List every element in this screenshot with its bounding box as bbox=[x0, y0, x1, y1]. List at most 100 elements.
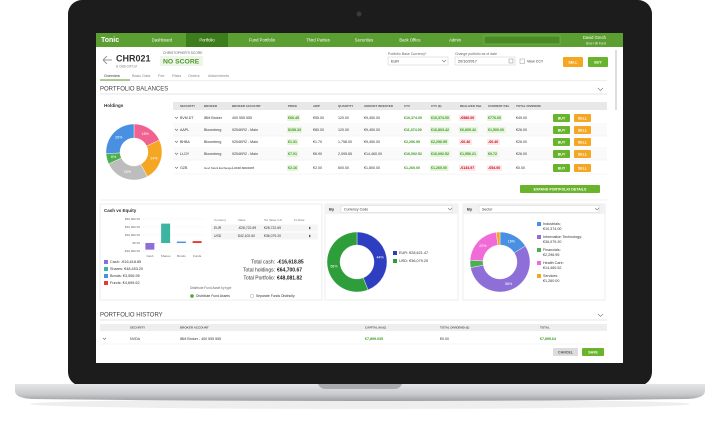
button[interactable] bbox=[553, 348, 578, 356]
tab[interactable]: Basic Data bbox=[132, 74, 151, 78]
table-cell: €14,460.00 bbox=[364, 152, 382, 156]
table-cell: EUR bbox=[214, 226, 222, 230]
button[interactable] bbox=[553, 164, 570, 172]
button[interactable] bbox=[588, 57, 608, 67]
user-name: David Grech bbox=[583, 35, 607, 40]
table-cell: €776.00 bbox=[488, 116, 501, 120]
value-badge bbox=[430, 151, 451, 157]
button-label[interactable]: BUY bbox=[558, 116, 566, 120]
table-cell: €7,899.64 bbox=[540, 337, 556, 341]
button-label[interactable]: SELL bbox=[578, 140, 588, 144]
legend-swatch bbox=[393, 259, 397, 263]
column-header: Tot Value in € bbox=[264, 218, 282, 222]
legend-swatch bbox=[104, 274, 108, 278]
select[interactable] bbox=[478, 205, 600, 213]
search-box[interactable] bbox=[483, 35, 561, 45]
donut-slice bbox=[105, 123, 135, 154]
button[interactable] bbox=[582, 348, 604, 356]
value-badge bbox=[459, 115, 476, 121]
tab[interactable]: Attachments bbox=[208, 74, 229, 78]
table-cell: €7.01 bbox=[288, 152, 297, 156]
table-cell: €1.70 bbox=[313, 140, 322, 144]
column-header: CTV bbox=[404, 104, 410, 108]
chevron bbox=[441, 59, 447, 63]
button[interactable] bbox=[520, 185, 600, 193]
button[interactable] bbox=[553, 114, 570, 122]
button-label[interactable]: BUY bbox=[558, 128, 566, 132]
button-label[interactable]: SELL bbox=[568, 60, 578, 64]
button-label[interactable]: SELL bbox=[578, 128, 588, 132]
score-label: CHRISTOPHER'S SCORE bbox=[163, 51, 203, 55]
table-cell: €36,079.20 bbox=[264, 234, 281, 238]
select[interactable] bbox=[387, 56, 449, 66]
legend-value: €2,296.95 bbox=[543, 253, 559, 257]
table-cell: -€134.97 bbox=[460, 166, 474, 170]
donut-slice bbox=[496, 231, 501, 246]
nav-tab[interactable]: Back Office bbox=[399, 37, 421, 42]
nav-tab[interactable]: Securities bbox=[355, 37, 373, 42]
nav-tab[interactable]: Portfolio bbox=[199, 37, 215, 42]
button[interactable] bbox=[553, 150, 570, 158]
button[interactable] bbox=[574, 138, 591, 146]
button-label[interactable]: BUY bbox=[558, 152, 566, 156]
value-badge bbox=[430, 165, 449, 171]
button-label[interactable]: SELL bbox=[578, 116, 588, 120]
button-label[interactable]: BUY bbox=[594, 60, 602, 64]
tab[interactable]: Orders bbox=[188, 74, 200, 78]
button-label[interactable]: SAVE bbox=[588, 350, 598, 354]
button[interactable] bbox=[574, 164, 591, 172]
legend-label: Financials: bbox=[543, 248, 561, 252]
table-cell: €0.00 bbox=[440, 337, 449, 341]
panel-title: By bbox=[467, 206, 473, 211]
logo: Tonic bbox=[101, 37, 119, 44]
button-label[interactable]: EXPAND PORTFOLIO DETAILS bbox=[534, 187, 587, 191]
radio[interactable] bbox=[249, 294, 254, 299]
tab[interactable]: Overview bbox=[104, 74, 120, 78]
column-header: Fx Rate bbox=[294, 218, 305, 222]
button[interactable] bbox=[574, 126, 591, 134]
panel-title: Cash vs Equity bbox=[104, 208, 137, 213]
checkbox[interactable] bbox=[519, 58, 525, 64]
button-label[interactable]: BUY bbox=[558, 140, 566, 144]
table-cell: €6,805.42 bbox=[460, 128, 476, 132]
button[interactable] bbox=[574, 114, 591, 122]
button-label[interactable]: SELL bbox=[578, 152, 588, 156]
column-header: TOTAL DIVIDEND bbox=[516, 104, 542, 108]
tab[interactable]: Fee bbox=[158, 74, 165, 78]
nav-tab[interactable]: Third Parties bbox=[306, 37, 330, 42]
button-label[interactable]: BUY bbox=[558, 166, 566, 170]
table-cell: 1,758.00 bbox=[338, 140, 352, 144]
radio-label[interactable]: Distribute Fund Assets bbox=[196, 294, 230, 298]
column-header: SECURITY bbox=[130, 325, 145, 329]
table-cell: Govt Stock Exchange bbox=[204, 166, 232, 170]
slice-label: 26% bbox=[115, 136, 123, 140]
chevron bbox=[597, 87, 604, 91]
x-tick-label: Cash bbox=[146, 254, 153, 258]
tab[interactable]: Risks bbox=[172, 74, 181, 78]
button[interactable] bbox=[553, 138, 570, 146]
radio-label[interactable]: Separate Funds Distinctly bbox=[256, 294, 295, 298]
value-badge bbox=[430, 139, 449, 145]
row-chevron bbox=[174, 166, 179, 169]
table-cell: €28,722.69 bbox=[264, 226, 281, 230]
nav-tab[interactable]: Admin bbox=[449, 37, 462, 42]
value-badge bbox=[487, 127, 506, 133]
radio[interactable] bbox=[190, 294, 194, 298]
select[interactable] bbox=[340, 205, 453, 213]
button[interactable] bbox=[574, 150, 591, 158]
y-tick-label: €0.00 bbox=[132, 241, 140, 245]
button-label[interactable]: CANCEL bbox=[558, 350, 574, 354]
bar bbox=[192, 241, 202, 243]
button-label[interactable]: SELL bbox=[578, 166, 588, 170]
nav-tab[interactable]: Fund Portfolio bbox=[249, 37, 276, 42]
value-badge bbox=[487, 165, 502, 171]
bar bbox=[145, 243, 155, 250]
date-input[interactable] bbox=[454, 56, 516, 66]
legend-swatch bbox=[537, 235, 541, 239]
value-badge bbox=[430, 127, 451, 133]
button[interactable] bbox=[553, 126, 570, 134]
nav-tab[interactable]: Dashboard bbox=[152, 37, 173, 42]
button[interactable] bbox=[563, 57, 583, 67]
table-cell: 400 555 555 bbox=[232, 116, 252, 120]
table-cell: €9,450.00 bbox=[364, 128, 380, 132]
